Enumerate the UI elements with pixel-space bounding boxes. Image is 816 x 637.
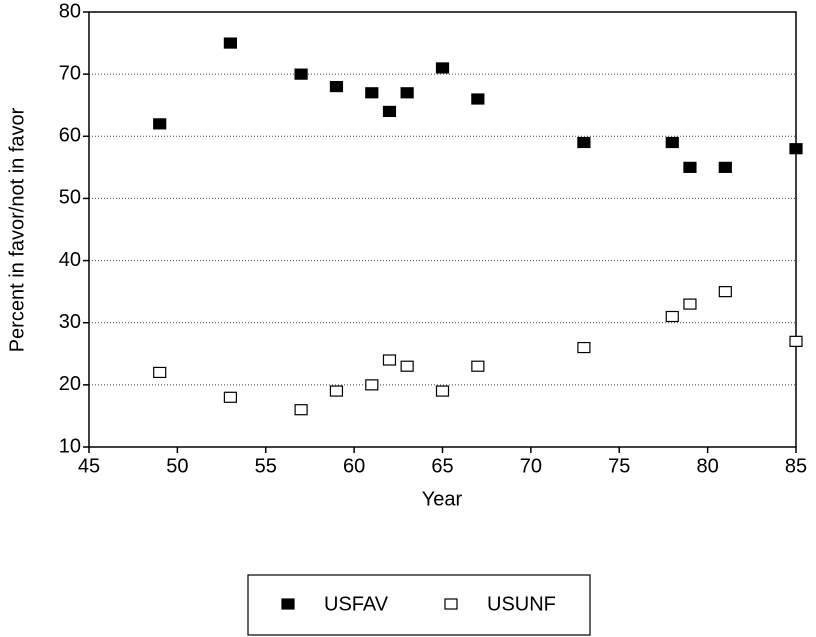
y-tick-label: 50 (59, 187, 81, 209)
point (400, 87, 414, 99)
point (577, 341, 591, 354)
legend-swatch (281, 598, 295, 610)
y-tick-label: 80 (59, 0, 81, 22)
point (577, 136, 591, 149)
point (471, 93, 485, 105)
point (365, 379, 379, 391)
point (153, 118, 167, 130)
y-tick-label: 70 (59, 62, 81, 84)
point (718, 286, 732, 298)
x-tick-label: 65 (431, 455, 453, 477)
x-tick-label: 50 (166, 455, 188, 477)
point (365, 87, 379, 99)
plot-frame (88, 11, 797, 448)
x-tick-label: 45 (78, 455, 100, 477)
legend-swatch (444, 598, 458, 610)
point (718, 161, 732, 173)
y-tick-label: 30 (59, 311, 81, 333)
x-tick-label: 75 (608, 455, 630, 477)
point (329, 385, 344, 397)
x-tick-label: 70 (520, 455, 542, 477)
point (471, 360, 485, 372)
point (294, 68, 308, 80)
point (329, 80, 344, 93)
point (223, 391, 237, 403)
point (382, 105, 397, 118)
point (382, 354, 397, 366)
x-tick-label: 85 (785, 455, 807, 477)
point (400, 360, 414, 372)
y-tick-label: 20 (59, 373, 81, 395)
y-axis-label: Percent in favor/not in favor (6, 107, 28, 352)
point (294, 404, 308, 416)
point (683, 161, 697, 173)
point (789, 143, 803, 155)
y-tick-label: 40 (59, 249, 81, 271)
point (153, 366, 167, 379)
x-tick-label: 55 (255, 455, 277, 477)
legend-label: USFAV (324, 593, 389, 615)
point (665, 136, 679, 149)
point (223, 37, 237, 49)
x-tick-label: 80 (697, 455, 719, 477)
x-axis-label: Year (422, 488, 463, 510)
legend-box (247, 574, 591, 636)
y-tick-label: 60 (59, 125, 81, 147)
point (789, 335, 803, 347)
y-tick-label: 10 (59, 435, 81, 457)
point (683, 298, 697, 310)
point (665, 310, 679, 323)
point (435, 62, 450, 74)
point (435, 385, 450, 397)
legend-label: USUNF (487, 593, 556, 615)
x-tick-label: 60 (343, 455, 365, 477)
